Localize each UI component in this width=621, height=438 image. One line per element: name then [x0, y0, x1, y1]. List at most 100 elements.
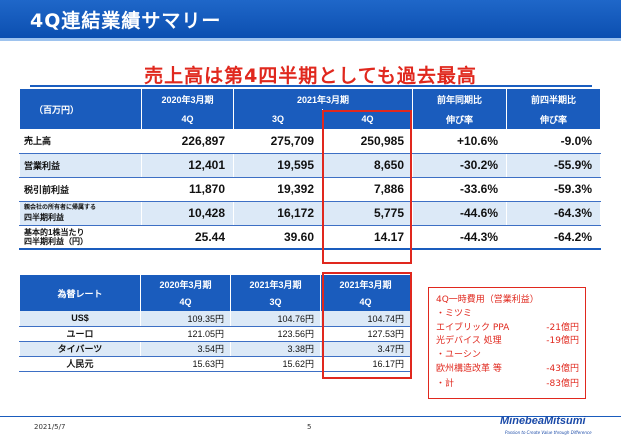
table-row: 親会社の所有者に帰属する 四半期利益 10,428 16,172 5,775 -… — [19, 201, 601, 226]
q4-label: 4Q — [322, 109, 413, 129]
cell-q3: 19,392 — [233, 177, 323, 202]
cell-yoy: -44.6% — [412, 201, 507, 226]
fx-c2: 15.62円 — [230, 356, 321, 372]
headline: 売上高は第4四半期としても過去最高 — [144, 65, 477, 87]
cell-prev4q: 11,870 — [141, 177, 234, 202]
fx-c3: 3.47円 — [320, 341, 411, 357]
row-label-line-2: 四半期利益 — [24, 213, 64, 222]
cell-q4: 250,985 — [322, 129, 413, 154]
company-tagline: Passion to Create Value through Differen… — [505, 430, 592, 435]
qoq-growth-label: 伸び率 — [506, 109, 601, 129]
row-label-line-2: 四半期利益（円） — [24, 236, 88, 246]
results-header-row-2: 4Q 3Q 4Q 伸び率 伸び率 — [20, 109, 601, 129]
results-header-row-1: （百万円） 2020年3月期 2021年3月期 前年同期比 前四半期比 — [19, 89, 601, 129]
cost-title: 4Q一時費用（営業利益） — [436, 295, 539, 305]
fx-col1-q: 4Q — [140, 293, 231, 311]
cell-q4: 5,775 — [322, 201, 413, 226]
cost-item-amount: -43億円 — [546, 364, 579, 374]
cell-prev4q: 226,897 — [141, 129, 234, 154]
fx-header-label: 為替レート — [19, 275, 141, 311]
prev-4q-label: 4Q — [141, 109, 234, 129]
row-label: 親会社の所有者に帰属する 四半期利益 — [19, 201, 142, 226]
cell-qoq: -64.3% — [506, 201, 601, 226]
fx-c3: 104.74円 — [320, 311, 411, 327]
fx-c1: 15.63円 — [140, 356, 231, 372]
yoy-label: 前年同期比 — [412, 89, 507, 109]
row-label-line-1: 基本的1株当たり — [24, 227, 85, 237]
headline-rule — [30, 85, 592, 87]
cost-item-label: エイブリック PPA — [436, 323, 510, 333]
cost-minebea-heading: ・ミツミ — [436, 309, 473, 319]
fx-col2-year: 2021年3月期 — [230, 275, 321, 293]
fx-c1: 121.05円 — [140, 326, 231, 342]
fx-c2: 3.38円 — [230, 341, 321, 357]
cost-item-label: 欧州構造改革 等 — [436, 364, 502, 374]
fx-col2-q: 3Q — [230, 293, 321, 311]
cell-q4: 8,650 — [322, 153, 413, 178]
fx-col1-year: 2020年3月期 — [140, 275, 231, 293]
fy2021-label: 2021年3月期 — [233, 89, 413, 109]
cell-yoy: -30.2% — [412, 153, 507, 178]
cell-q3: 19,595 — [233, 153, 323, 178]
cost-item-amount: -19億円 — [546, 336, 579, 346]
cost-total-label: ・計 — [436, 379, 455, 389]
fx-table: 為替レート 2020年3月期 2021年3月期 2021年3月期 4Q 3Q 4… — [19, 275, 411, 372]
cell-q3: 39.60 — [233, 225, 323, 250]
footer-date: 2021/5/7 — [34, 423, 66, 431]
fx-col3-year: 2021年3月期 — [320, 275, 411, 293]
q3-label: 3Q — [233, 109, 323, 129]
fx-c2: 123.56円 — [230, 326, 321, 342]
cell-qoq: -64.2% — [506, 225, 601, 250]
cell-yoy: +10.6% — [412, 129, 507, 154]
table-row: タイバーツ 3.54円 3.38円 3.47円 — [19, 341, 411, 357]
fx-label: US$ — [19, 311, 141, 327]
table-row: 税引前利益 11,870 19,392 7,886 -33.6% -59.3% — [19, 177, 601, 202]
fx-header-row: 為替レート 2020年3月期 2021年3月期 2021年3月期 — [19, 275, 411, 311]
fy2020-label: 2020年3月期 — [141, 89, 234, 109]
cost-total-amount: -83億円 — [546, 379, 579, 389]
fx-q4-highlight-box — [322, 272, 412, 379]
cost-item-label: 光デバイス 処理 — [436, 336, 502, 346]
row-label: 基本的1株当たり 四半期利益（円） — [19, 225, 142, 250]
fx-col3-q: 4Q — [320, 293, 411, 311]
title-bar: 4Q連結業績サマリー — [0, 0, 621, 38]
fx-label: タイバーツ — [19, 341, 141, 357]
fx-label: ユーロ — [19, 326, 141, 342]
row-label: 売上高 — [19, 129, 142, 154]
slide-title: 4Q連結業績サマリー — [30, 10, 222, 32]
title-underline — [0, 38, 621, 41]
cost-item-amount: -21億円 — [546, 323, 579, 333]
qoq-label: 前四半期比 — [506, 89, 601, 109]
cost-ushin-heading: ・ユーシン — [436, 350, 481, 360]
yoy-growth-label: 伸び率 — [412, 109, 507, 129]
cell-q3: 275,709 — [233, 129, 323, 154]
page-number: 5 — [307, 423, 312, 431]
row-label: 税引前利益 — [19, 177, 142, 202]
cell-yoy: -44.3% — [412, 225, 507, 250]
results-table: （百万円） 2020年3月期 2021年3月期 前年同期比 前四半期比 4Q 3… — [19, 89, 601, 250]
cell-q4: 7,886 — [322, 177, 413, 202]
fx-label: 人民元 — [19, 356, 141, 372]
cell-yoy: -33.6% — [412, 177, 507, 202]
fx-header-row-2: 4Q 3Q 4Q — [20, 293, 411, 311]
row-label-line-1: 親会社の所有者に帰属する — [24, 205, 97, 211]
footer-rule — [0, 416, 621, 417]
cell-q3: 16,172 — [233, 201, 323, 226]
q4-highlight-box — [322, 110, 412, 264]
table-row: 基本的1株当たり 四半期利益（円） 25.44 39.60 14.17 -44.… — [19, 225, 601, 250]
unit-label: （百万円） — [19, 89, 142, 129]
table-row: US$ 109.35円 104.76円 104.74円 — [19, 311, 411, 327]
cell-qoq: -55.9% — [506, 153, 601, 178]
cell-qoq: -9.0% — [506, 129, 601, 154]
table-row: 営業利益 12,401 19,595 8,650 -30.2% -55.9% — [19, 153, 601, 178]
fx-c1: 3.54円 — [140, 341, 231, 357]
table-row: 人民元 15.63円 15.62円 16.17円 — [19, 356, 411, 372]
fx-c1: 109.35円 — [140, 311, 231, 327]
cell-prev4q: 12,401 — [141, 153, 234, 178]
table-row: ユーロ 121.05円 123.56円 127.53円 — [19, 326, 411, 342]
company-logo: MinebeaMitsumi — [500, 415, 586, 427]
row-label: 営業利益 — [19, 153, 142, 178]
cell-qoq: -59.3% — [506, 177, 601, 202]
cell-prev4q: 10,428 — [141, 201, 234, 226]
fx-c3: 16.17円 — [320, 356, 411, 372]
